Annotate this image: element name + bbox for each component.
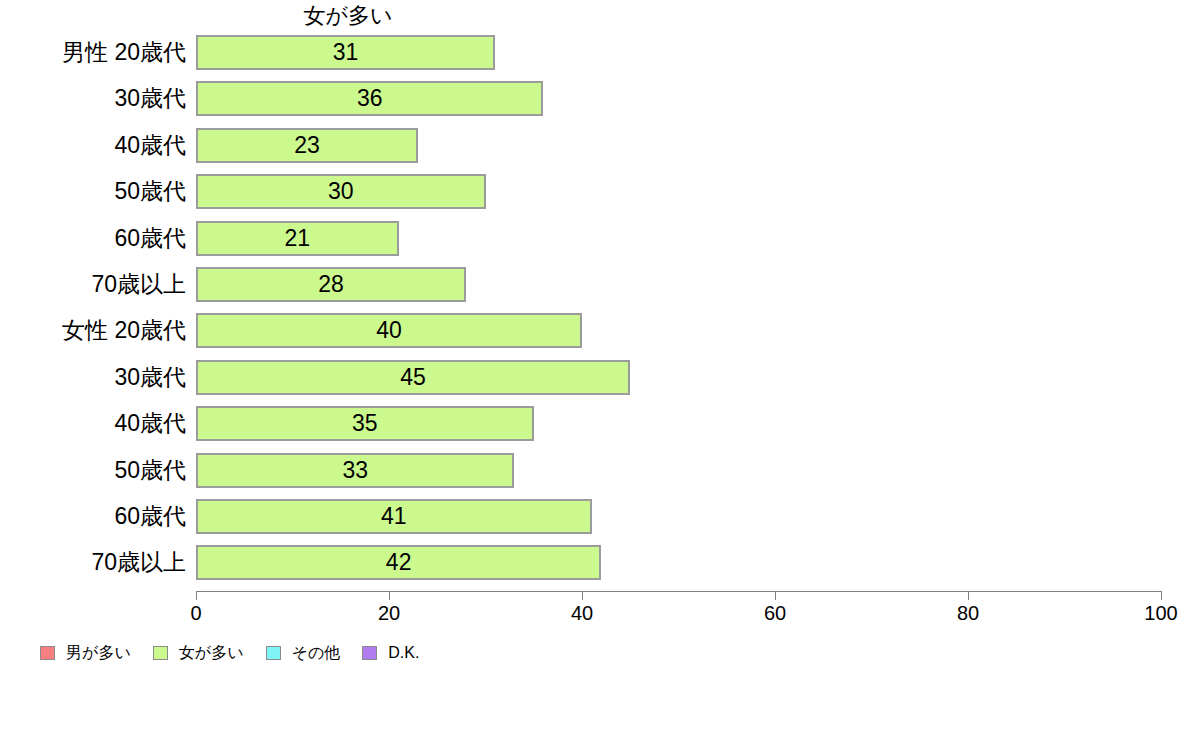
category-label: 40歳代 xyxy=(0,128,186,163)
bar-value-label: 31 xyxy=(333,41,359,64)
x-axis-tick-label: 60 xyxy=(739,602,811,624)
legend-item: 男が多い xyxy=(40,644,131,662)
category-label: 30歳代 xyxy=(0,360,186,395)
legend-swatch-icon xyxy=(266,646,281,660)
category-label: 30歳代 xyxy=(0,81,186,116)
bar-chart: 女が多い 男性 20歳代 31 30歳代 36 40歳代 23 50歳代 30 60歳代 21 70… xyxy=(0,0,1188,736)
bar: 23 xyxy=(196,128,418,163)
legend-item-label: 女が多い xyxy=(179,644,244,662)
bar-value-label: 40 xyxy=(376,319,402,342)
category-label: 70歳以上 xyxy=(0,267,186,302)
x-axis-line xyxy=(196,591,1162,592)
legend-item: 女が多い xyxy=(153,644,244,662)
x-axis-tick-label: 40 xyxy=(546,602,618,624)
category-label: 60歳代 xyxy=(0,221,186,256)
category-label: 50歳代 xyxy=(0,453,186,488)
bar-value-label: 35 xyxy=(352,412,378,435)
bar: 31 xyxy=(196,35,495,70)
legend-item-label: 男が多い xyxy=(66,644,131,662)
bar: 28 xyxy=(196,267,466,302)
bar-value-label: 41 xyxy=(381,505,407,528)
legend: 男が多い 女が多い その他 D.K. xyxy=(40,644,419,662)
legend-item-label: その他 xyxy=(292,644,341,662)
x-axis-tick xyxy=(1161,591,1162,600)
legend-item: その他 xyxy=(266,644,341,662)
category-label: 男性 20歳代 xyxy=(0,35,186,70)
bar-value-label: 42 xyxy=(386,551,412,574)
category-label: 40歳代 xyxy=(0,406,186,441)
x-axis-tick-label: 100 xyxy=(1125,602,1188,624)
x-axis-tick xyxy=(196,591,197,600)
bar-value-label: 45 xyxy=(400,366,426,389)
x-axis-tick-label: 80 xyxy=(932,602,1004,624)
bar-value-label: 33 xyxy=(342,459,368,482)
category-label: 70歳以上 xyxy=(0,545,186,580)
legend-swatch-icon xyxy=(362,646,377,660)
legend-swatch-icon xyxy=(40,646,55,660)
category-label: 50歳代 xyxy=(0,174,186,209)
x-axis-tick-label: 0 xyxy=(160,602,232,624)
bar: 42 xyxy=(196,545,601,580)
chart-title: 女が多い xyxy=(198,3,498,29)
legend-swatch-icon xyxy=(153,646,168,660)
category-label: 60歳代 xyxy=(0,499,186,534)
x-axis-tick-label: 20 xyxy=(353,602,425,624)
bar-value-label: 30 xyxy=(328,180,354,203)
legend-item: D.K. xyxy=(362,644,419,662)
bar: 41 xyxy=(196,499,592,534)
x-axis-tick xyxy=(389,591,390,600)
x-axis-tick xyxy=(775,591,776,600)
bar: 21 xyxy=(196,221,399,256)
x-axis-tick xyxy=(582,591,583,600)
bar-value-label: 21 xyxy=(285,227,311,250)
bar: 36 xyxy=(196,81,543,116)
legend-item-label: D.K. xyxy=(388,644,419,662)
bar-value-label: 23 xyxy=(294,134,320,157)
bar: 35 xyxy=(196,406,534,441)
bar: 33 xyxy=(196,453,514,488)
bar: 30 xyxy=(196,174,486,209)
bar: 40 xyxy=(196,313,582,348)
bar-value-label: 28 xyxy=(318,273,344,296)
x-axis-tick xyxy=(968,591,969,600)
bar-value-label: 36 xyxy=(357,87,383,110)
bar: 45 xyxy=(196,360,630,395)
category-label: 女性 20歳代 xyxy=(0,313,186,348)
